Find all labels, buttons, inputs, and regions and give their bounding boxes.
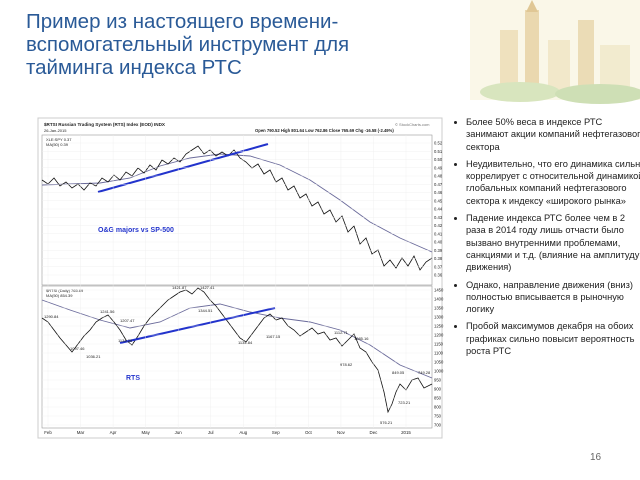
bullet: Пробой максимумов декабря на обоих графи… — [466, 320, 640, 357]
x-tick-label: Apr — [110, 430, 117, 435]
upper-panel — [41, 134, 433, 286]
price-annotation: 723.21 — [398, 400, 411, 405]
embedded-chart: $RTSI Russian Trading System (RTS) Index… — [37, 117, 444, 439]
y-tick-label: 0.36 — [434, 273, 443, 278]
y-tick-label: 0.45 — [434, 198, 443, 203]
y-tick-label: 0.47 — [434, 182, 443, 187]
y-tick-label: 900 — [434, 387, 442, 392]
x-tick-label: Mar — [77, 430, 85, 435]
y-tick-label: 0.50 — [434, 157, 443, 162]
y-tick-label: 0.42 — [434, 223, 443, 228]
upper-series — [41, 145, 433, 271]
price-annotation: 1241.56 — [100, 309, 115, 314]
chart-header: $RTSI Russian Trading System (RTS) Index… — [44, 122, 166, 127]
x-tick-label: Dec — [370, 430, 379, 435]
price-annotation: 1427.41 — [200, 285, 215, 290]
price-annotation: 749.28 — [418, 370, 431, 375]
x-tick-label: Jul — [208, 430, 214, 435]
price-annotation: 978.62 — [340, 362, 353, 367]
y-tick-label: 0.38 — [434, 256, 443, 261]
x-tick-label: Aug — [239, 430, 247, 435]
lower-panel — [41, 285, 433, 429]
x-tick-label: May — [141, 430, 150, 435]
y-tick-label: 700 — [434, 423, 442, 428]
page-number: 16 — [590, 452, 602, 463]
y-tick-label: 1350 — [434, 306, 444, 311]
y-tick-label: 1000 — [434, 369, 444, 374]
y-tick-label: 0.41 — [434, 231, 443, 236]
bullet: Однако, направление движения (вниз) полн… — [466, 279, 640, 316]
price-annotation: 849.05 — [392, 370, 405, 375]
chart-quote: Open 790.52 High 801.64 Low 762.86 Close… — [255, 128, 394, 133]
x-tick-label: Nov — [337, 430, 346, 435]
y-tick-label: 0.51 — [434, 149, 443, 154]
title-line: тайминга индекса РТС — [26, 56, 242, 79]
x-tick-label: Sep — [272, 430, 280, 435]
bullet: Неудивительно, что его динамика сильно к… — [466, 158, 640, 207]
bullet: Падение индекса РТС более чем в 2 раза в… — [466, 212, 640, 273]
x-tick-label: Jun — [175, 430, 183, 435]
y-tick-label: 0.40 — [434, 240, 443, 245]
price-annotation: 576.21 — [380, 420, 393, 425]
upper-trendline — [97, 143, 269, 193]
x-tick-label: 2015 — [401, 430, 411, 435]
y-tick-label: 750 — [434, 414, 442, 419]
y-tick-label: 1150 — [434, 342, 444, 347]
price-annotation: 1134.28 — [118, 338, 133, 343]
y-tick-label: 0.48 — [434, 174, 443, 179]
x-tick-label: Oct — [305, 430, 313, 435]
price-annotation: 1207.47 — [120, 318, 135, 323]
chart-source: © StockCharts.com — [395, 122, 430, 127]
legend-entry: MA(50) 854.39 — [46, 293, 73, 298]
title-line: Пример из настоящего времени- — [26, 10, 339, 33]
y-tick-label: 1100 — [434, 351, 444, 356]
price-annotation: 1344.51 — [198, 308, 213, 313]
price-annotation: 1134.84 — [238, 340, 253, 345]
price-annotation: 1036.21 — [86, 354, 101, 359]
price-annotation: 1167.15 — [266, 334, 281, 339]
y-tick-label: 1400 — [434, 297, 444, 302]
y-tick-label: 0.44 — [434, 207, 443, 212]
price-annotation: 1290.84 — [44, 314, 59, 319]
y-tick-label: 0.37 — [434, 264, 443, 269]
price-annotation: 1085.16 — [354, 336, 369, 341]
legend-entry: XLE:SPY 0.37 — [46, 137, 72, 142]
legend-entry: MA(50) 0.39 — [46, 142, 69, 147]
legend-entry: $RTSI (Daily) 765.69 — [46, 288, 84, 293]
y-tick-label: 1250 — [434, 324, 444, 329]
y-tick-label: 1200 — [434, 333, 444, 338]
title: Пример из настоящего времени-вспомогател… — [26, 10, 349, 79]
price-annotation: 1097.46 — [70, 346, 85, 351]
chart-date: 26-Jan-2015 — [44, 128, 67, 133]
bullet: Более 50% веса в индексе РТС занимают ак… — [466, 116, 640, 153]
price-annotation: 1112.71 — [334, 330, 349, 335]
panel-caption: RTS — [126, 375, 140, 382]
x-tick-label: Feb — [44, 430, 52, 435]
upper-ma — [41, 153, 433, 253]
panel-caption: O&G majors vs SP-500 — [98, 227, 174, 234]
y-tick-label: 1050 — [434, 360, 444, 365]
y-tick-label: 0.39 — [434, 248, 443, 253]
title-line: вспомогательный инструмент для — [26, 33, 350, 56]
y-tick-label: 0.52 — [434, 141, 443, 146]
bullet-list: Более 50% веса в индексе РТС занимают ак… — [452, 116, 640, 362]
y-tick-label: 1450 — [434, 288, 444, 293]
y-tick-label: 1300 — [434, 315, 444, 320]
y-tick-label: 850 — [434, 396, 442, 401]
price-annotation: 1421.87 — [172, 285, 187, 290]
y-tick-label: 800 — [434, 405, 442, 410]
y-tick-label: 950 — [434, 378, 442, 383]
y-tick-label: 0.43 — [434, 215, 443, 220]
y-tick-label: 0.49 — [434, 165, 443, 170]
y-tick-label: 0.46 — [434, 190, 443, 195]
city-illustration — [470, 0, 640, 104]
